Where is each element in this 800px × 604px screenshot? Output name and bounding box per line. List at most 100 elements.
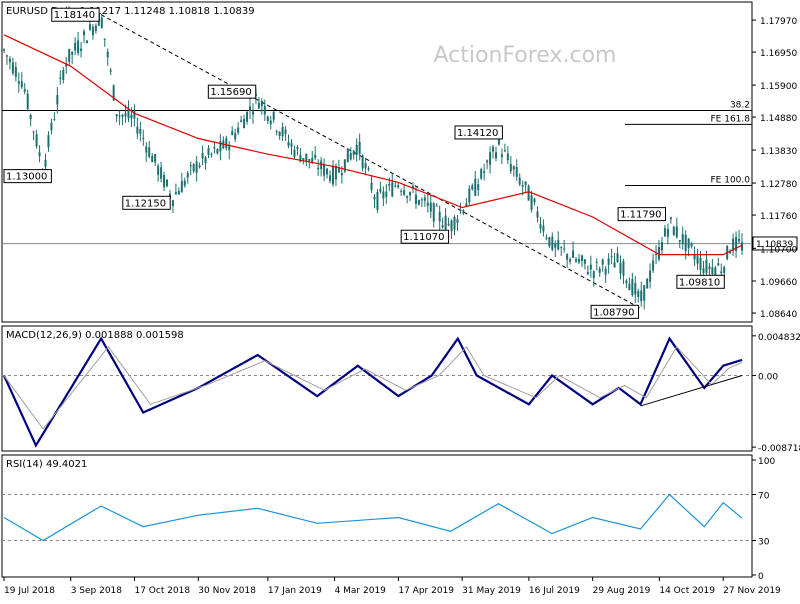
candle-body <box>145 146 148 153</box>
candle-body <box>323 163 326 176</box>
candle-body <box>533 198 536 203</box>
candle-body <box>201 152 204 159</box>
candle-body <box>68 48 71 62</box>
candle-body <box>684 234 687 252</box>
candle-body <box>649 270 652 282</box>
price-annotation-label: 1.18140 <box>54 10 95 21</box>
candle-body <box>320 160 323 170</box>
macd-title: MACD(12,26,9) 0.001888 0.001598 <box>6 330 184 341</box>
candle-body <box>652 260 655 271</box>
candle-body <box>506 153 509 161</box>
price-y-tick-label: 1.14880 <box>760 114 797 124</box>
candle-body <box>705 259 708 273</box>
candle-body <box>38 152 41 157</box>
candle-body <box>3 49 5 51</box>
candle-body <box>71 52 74 55</box>
candle-body <box>394 185 397 187</box>
candle-body <box>429 202 432 212</box>
candle-body <box>88 24 91 30</box>
candle-body <box>83 31 86 36</box>
rsi-y-tick-label: 100 <box>758 457 775 467</box>
candle-body <box>53 119 56 121</box>
candle-body <box>329 175 332 181</box>
candle-body <box>477 184 480 190</box>
candle-body <box>142 137 145 140</box>
candle-body <box>65 63 68 67</box>
price-y-tick-label: 1.15900 <box>760 82 797 92</box>
candle-body <box>103 38 106 40</box>
candle-body <box>545 237 548 239</box>
candle-body <box>406 196 409 198</box>
price-annotation-box <box>207 84 257 99</box>
candle-body <box>714 267 717 277</box>
candle-body <box>154 153 157 163</box>
current-price-box <box>752 236 798 251</box>
candle-body <box>622 260 625 276</box>
candle-body <box>115 114 118 117</box>
candle-body <box>435 205 438 207</box>
price-annotation-label: 1.13000 <box>6 172 47 183</box>
candle-body <box>331 166 334 185</box>
candle-body <box>462 210 465 214</box>
candle-body <box>163 174 166 188</box>
candle-body <box>74 42 77 51</box>
candle-body <box>355 144 358 156</box>
price-annotation-box <box>122 195 171 210</box>
macd-signal-line <box>3 345 743 430</box>
candle-body <box>557 240 560 250</box>
candle-body <box>139 128 142 134</box>
candle-body <box>35 134 38 147</box>
price-y-tick-label: 1.08640 <box>760 310 797 320</box>
candle-body <box>44 159 47 167</box>
candle-body <box>216 149 219 154</box>
candle-body <box>183 180 186 186</box>
candle-body <box>346 148 349 163</box>
price-annotation-box <box>676 274 725 289</box>
candle-body <box>299 155 302 162</box>
candle-body <box>690 243 693 247</box>
candle-body <box>560 246 563 248</box>
candle-body <box>548 237 551 247</box>
candle-body <box>198 165 201 167</box>
candle-body <box>127 108 130 119</box>
candle-body <box>225 138 228 149</box>
candle-body <box>515 166 518 177</box>
candle-body <box>32 131 35 133</box>
candle-body <box>699 258 702 270</box>
candle-body <box>269 120 272 125</box>
candle-body <box>370 182 373 190</box>
candle-body <box>382 191 385 199</box>
candle-body <box>77 40 80 54</box>
candle-body <box>109 70 112 72</box>
candle-body <box>601 259 604 265</box>
rsi-y-tick-label: 70 <box>758 492 770 502</box>
candle-body <box>275 131 278 133</box>
candle-body <box>14 67 17 77</box>
candle-body <box>527 185 530 201</box>
macd-panel <box>1 325 753 452</box>
candle-body <box>302 158 305 161</box>
candle-body <box>228 144 231 151</box>
candle-body <box>263 105 266 115</box>
price-annotation-label: 1.08790 <box>593 307 634 318</box>
candle-body <box>720 271 723 274</box>
candle-body <box>94 25 97 32</box>
candle-body <box>512 166 515 170</box>
candle-body <box>5 55 8 57</box>
candle-body <box>189 165 192 167</box>
candle-body <box>432 203 435 222</box>
x-tick-label: 16 Jul 2019 <box>529 586 580 596</box>
candle-body <box>243 119 246 129</box>
candle-body <box>672 226 675 236</box>
price-annotation-label: 1.11070 <box>403 232 444 243</box>
x-tick-label: 4 Mar 2019 <box>335 586 387 596</box>
x-tick-label: 17 Jan 2019 <box>268 586 322 596</box>
candle-body <box>337 167 340 173</box>
candle-body <box>388 183 391 186</box>
candle-body <box>420 199 423 201</box>
candle-body <box>234 133 237 139</box>
trendline <box>100 14 641 309</box>
current-price-label: 1.10839 <box>756 240 793 250</box>
x-tick-label: 27 Nov 2019 <box>723 586 781 596</box>
